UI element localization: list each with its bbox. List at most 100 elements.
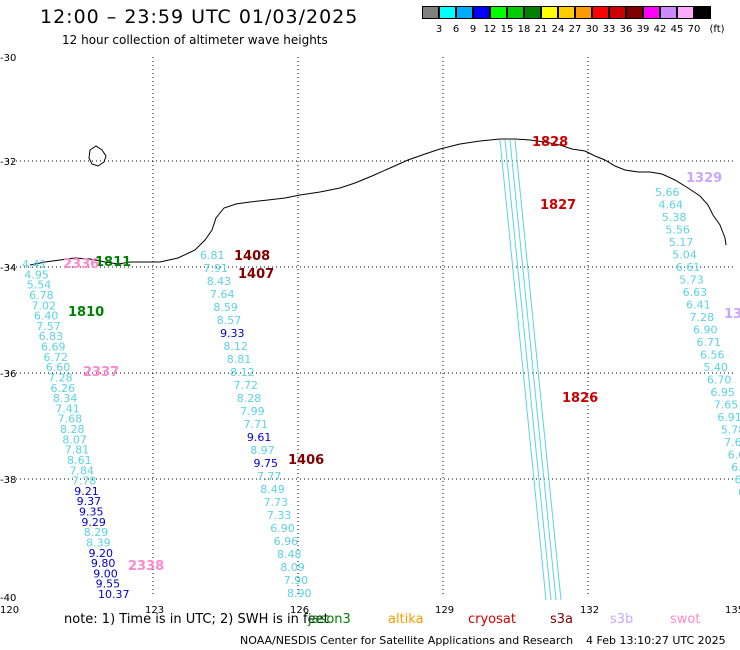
colorbar-swatch — [694, 6, 711, 19]
swh-value-label: 7.65 — [714, 399, 739, 412]
swh-value-label: 8.90 — [287, 587, 312, 600]
colorbar-swatch — [422, 6, 439, 19]
swh-value-label: 7.81 — [65, 444, 90, 457]
colorbar-swatch — [541, 6, 558, 19]
swh-value-label: 4.41 — [22, 258, 47, 271]
swh-value-label: 7.64 — [210, 288, 235, 301]
swh-value-label: 6.95 — [710, 386, 735, 399]
swh-value-label: 9.21 — [74, 485, 99, 498]
colorbar-label: 70 — [687, 24, 701, 35]
swh-value-label: 9.55 — [96, 578, 121, 591]
pass-time-label: 1827 — [540, 198, 576, 213]
swh-value-label: 7.57 — [36, 320, 61, 333]
swh-value-label: 5.04 — [672, 249, 697, 262]
swh-value-label: 5.17 — [669, 236, 694, 249]
swh-value-label: 9.37 — [77, 495, 102, 508]
mission-legend-swot: swot — [670, 612, 701, 627]
swh-value-label: 9.29 — [81, 516, 106, 529]
colorbar-label: 42 — [653, 24, 667, 35]
colorbar-swatch — [609, 6, 626, 19]
swh-value-label: 8.48 — [277, 548, 302, 561]
cryosat-dense-track — [509, 139, 557, 601]
swh-value-label: 6.6 — [728, 449, 740, 462]
cryosat-dense-track — [514, 139, 562, 601]
swh-value-label: 5.73 — [679, 274, 704, 287]
swh-value-label: 5.66 — [655, 186, 680, 199]
swh-value-label: 6.8 — [731, 461, 740, 474]
colorbar-label: 33 — [602, 24, 616, 35]
colorbar-swatch — [524, 6, 541, 19]
colorbar-swatch — [456, 6, 473, 19]
colorbar-label: 21 — [534, 24, 548, 35]
swh-value-label: 6. — [738, 486, 740, 499]
swh-value-label: 9.00 — [93, 567, 118, 580]
swh-value-label: 8.61 — [67, 454, 92, 467]
swh-value-label: 6.40 — [34, 310, 59, 323]
swh-value-label: 7.99 — [240, 405, 265, 418]
swh-value-label: 5.38 — [662, 211, 687, 224]
swh-value-label: 8.09 — [280, 561, 305, 574]
swh-value-label: 8.49 — [260, 483, 285, 496]
map-title: 12:00 – 23:59 UTC 01/03/2025 — [40, 6, 359, 28]
pass-time-label: 13 — [724, 307, 740, 322]
swh-value-label: 7.78 — [72, 475, 97, 488]
swh-value-label: 7.6 — [724, 436, 740, 449]
colorbar-unit: (ft) — [709, 24, 725, 35]
swh-value-label: 6.90 — [693, 324, 718, 337]
swh-value-label: 6.60 — [46, 361, 71, 374]
swh-value-label: 7.84 — [70, 464, 95, 477]
pass-time-label: 1407 — [238, 267, 274, 282]
swh-value-label: 6.83 — [39, 330, 64, 343]
longitude-label: 129 — [435, 605, 454, 616]
longitude-label: 120 — [0, 605, 19, 616]
swh-value-label: 8.39 — [86, 536, 111, 549]
swh-value-label: 8.59 — [213, 301, 238, 314]
pass-time-label: 1826 — [562, 391, 598, 406]
colorbar-swatch — [490, 6, 507, 19]
pass-time-label: 1406 — [288, 453, 324, 468]
pass-time-label: 1408 — [234, 249, 270, 264]
latitude-label: -30 — [0, 53, 16, 64]
colorbar-swatch — [473, 6, 490, 19]
swh-value-label: 7.33 — [267, 509, 292, 522]
colorbar-swatch — [677, 6, 694, 19]
swh-value-label: 7.71 — [244, 418, 269, 431]
swh-value-label: 8.97 — [250, 444, 275, 457]
swh-value-label: 7.28 — [48, 371, 73, 384]
swh-value-label: 6.72 — [43, 351, 68, 364]
colorbar-label: 24 — [551, 24, 565, 35]
pass-time-label: 1810 — [68, 305, 104, 320]
longitude-label: 135 — [725, 605, 740, 616]
pass-time-label: 2336 — [63, 257, 99, 272]
swh-value-label: 8.29 — [84, 526, 109, 539]
colorbar-label: 27 — [568, 24, 582, 35]
colorbar-swatch — [592, 6, 609, 19]
swh-value-label: 6.81 — [200, 249, 225, 262]
latitude-label: -40 — [0, 593, 16, 604]
pass-time-label: 1811 — [95, 255, 131, 270]
colorbar-label: 9 — [469, 24, 477, 35]
swh-value-label: 10.37 — [98, 588, 130, 601]
swh-value-label: 6.70 — [707, 374, 732, 387]
colorbar-label: 18 — [517, 24, 531, 35]
swh-value-label: 4.95 — [24, 268, 49, 281]
latitude-label: -32 — [0, 157, 16, 168]
latitude-label: -34 — [0, 263, 16, 274]
swh-value-label: 8.43 — [207, 275, 232, 288]
swh-value-label: 7.73 — [264, 496, 289, 509]
swh-value-label: 6.69 — [41, 341, 66, 354]
swh-value-label: 7.72 — [233, 379, 258, 392]
swh-value-label: 9.33 — [220, 327, 245, 340]
credit-line: NOAA/NESDIS Center for Satellite Applica… — [240, 634, 574, 647]
swh-value-label: 6.90 — [270, 522, 295, 535]
swh-value-label: 7.28 — [690, 311, 715, 324]
swh-value-label: 5.56 — [665, 224, 690, 237]
swh-value-label: 8.28 — [237, 392, 261, 405]
mission-legend-jason3: jason3 — [308, 612, 351, 627]
swh-value-label: 6.41 — [686, 299, 711, 312]
swh-value-label: 6.78 — [29, 289, 54, 302]
colorbar-label: 30 — [585, 24, 599, 35]
colorbar-swatch — [626, 6, 643, 19]
swh-value-label: 6.5 — [735, 474, 740, 487]
